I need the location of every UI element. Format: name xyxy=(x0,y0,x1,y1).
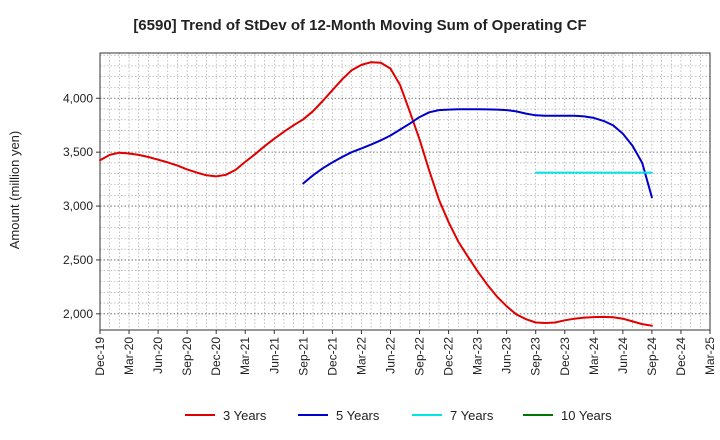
x-tick-label: Sep-20 xyxy=(180,337,194,376)
x-tick-label: Jun-23 xyxy=(500,337,514,374)
x-tick-label: Dec-24 xyxy=(674,337,688,376)
series-line-5-years xyxy=(302,108,653,199)
legend-label: 7 Years xyxy=(450,408,494,423)
legend-label: 5 Years xyxy=(336,408,380,423)
y-tick-label: 4,000 xyxy=(63,91,93,105)
x-tick-label: Dec-21 xyxy=(325,337,339,376)
x-tick-label: Dec-19 xyxy=(93,337,107,376)
y-tick-label: 2,500 xyxy=(63,253,93,267)
y-axis-ticks: 2,000 2,500 3,000 3,500 4,000 xyxy=(63,91,100,321)
y-tick-label: 3,000 xyxy=(63,199,93,213)
x-tick-label: Jun-20 xyxy=(151,337,165,374)
y-tick-label: 2,000 xyxy=(63,307,93,321)
x-tick-label: Sep-21 xyxy=(296,337,310,376)
x-tick-label: Dec-23 xyxy=(558,337,572,376)
x-tick-label: Dec-22 xyxy=(442,337,456,376)
y-axis-label: Amount (million yen) xyxy=(7,131,22,250)
series-line-3-years xyxy=(99,61,653,327)
x-tick-label: Jun-24 xyxy=(616,337,630,374)
x-tick-label: Sep-23 xyxy=(529,337,543,376)
y-tick-label: 3,500 xyxy=(63,145,93,159)
chart-legend: 3 Years 5 Years 7 Years 10 Years xyxy=(185,408,612,423)
x-tick-label: Dec-20 xyxy=(209,337,223,376)
grid-lines xyxy=(100,53,710,330)
x-tick-label: Mar-25 xyxy=(703,337,717,375)
x-tick-label: Jun-22 xyxy=(383,337,397,374)
x-tick-label: Sep-22 xyxy=(413,337,427,376)
legend-label: 3 Years xyxy=(223,408,267,423)
x-axis-ticks: Dec-19 Mar-20 Jun-20 Sep-20 Dec-20 Mar-21 Jun-… xyxy=(93,330,717,376)
x-tick-label: Jun-21 xyxy=(267,337,281,374)
x-tick-label: Mar-21 xyxy=(238,337,252,375)
plot-area-frame xyxy=(99,52,711,331)
x-tick-label: Mar-22 xyxy=(354,337,368,375)
x-tick-label: Mar-20 xyxy=(122,337,136,375)
legend-label: 10 Years xyxy=(561,408,612,423)
series-lines xyxy=(99,61,653,327)
chart-title: [6590] Trend of StDev of 12-Month Moving… xyxy=(133,17,586,34)
x-tick-label: Mar-24 xyxy=(587,337,601,375)
x-tick-label: Mar-23 xyxy=(471,337,485,375)
x-tick-label: Sep-24 xyxy=(645,337,659,376)
